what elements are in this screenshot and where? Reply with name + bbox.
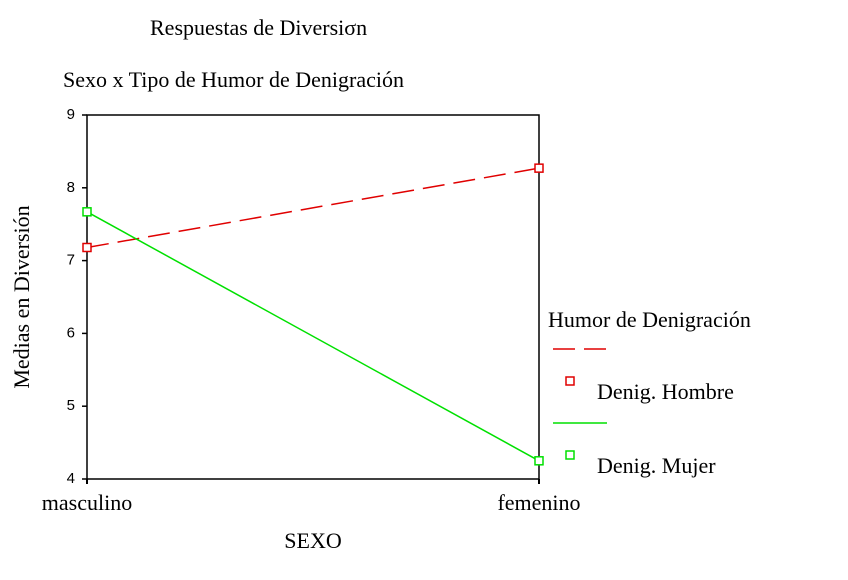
y-tick-label: 6 [67, 324, 75, 341]
point-marker [534, 163, 544, 173]
plot-frame [86, 114, 540, 480]
point-marker [82, 207, 92, 217]
x-axis-label: SEXO [284, 528, 341, 553]
legend-marker [565, 450, 575, 460]
legend-title: Humor de Denigración [548, 307, 751, 332]
chart-subtitle: Sexo x Tipo de Humor de Denigración [63, 67, 404, 92]
y-tick-label: 5 [67, 397, 75, 414]
point-marker [534, 456, 544, 466]
legend-marker [565, 376, 575, 386]
y-tick-label: 4 [67, 470, 75, 487]
y-tick-label: 8 [67, 179, 75, 196]
legend-label: Denig. Hombre [597, 379, 734, 404]
y-tick-label: 7 [67, 252, 75, 269]
chart-title: Respuestas de Diversiσn [150, 15, 367, 40]
x-tick-label: femenino [497, 490, 580, 515]
point-marker [82, 242, 92, 253]
series-line [86, 167, 540, 249]
series-line [86, 211, 540, 462]
x-tick-label: masculino [42, 490, 132, 515]
legend-label: Denig. Mujer [597, 453, 716, 478]
y-tick-label: 9 [67, 106, 75, 123]
y-axis-label: Medias en Diversión [9, 205, 34, 388]
